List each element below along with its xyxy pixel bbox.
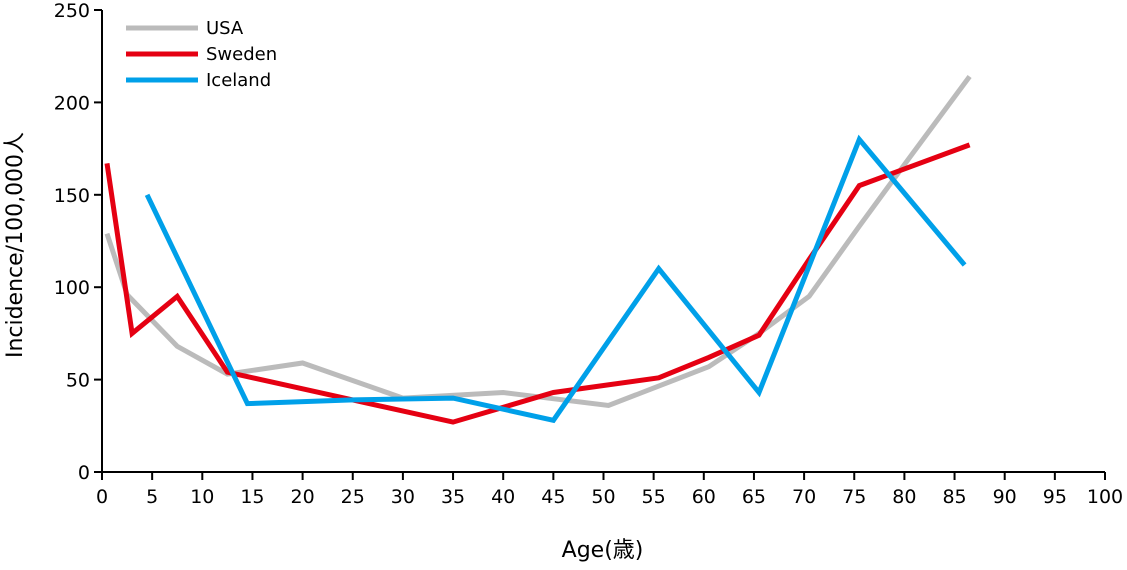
x-axis-ticks: 0 5 10 15 20 25 30 35 40 45 50 55 60 65 70 75 80 85 90 95 10… (96, 472, 1123, 508)
x-tick-label: 5 (146, 486, 158, 508)
legend-label-sweden: Sweden (206, 44, 277, 65)
x-tick-label: 60 (692, 486, 716, 508)
x-tick-label: 70 (792, 486, 816, 508)
x-tick-label: 55 (642, 486, 666, 508)
x-tick-label: 40 (491, 486, 515, 508)
x-tick-label: 25 (341, 486, 365, 508)
x-tick-label: 30 (391, 486, 415, 508)
legend-label-usa: USA (206, 18, 244, 39)
x-tick-label: 65 (742, 486, 766, 508)
plot-area: 0 5 10 15 20 25 30 35 40 45 50 55 60 65 70 75 80 85 90 95 10… (54, 0, 1123, 508)
y-tick-label: 0 (78, 462, 90, 484)
x-tick-label: 45 (541, 486, 565, 508)
x-tick-label: 80 (892, 486, 916, 508)
legend: USA Sweden Iceland (126, 18, 277, 91)
x-tick-label: 95 (1043, 486, 1067, 508)
x-tick-label: 0 (96, 486, 108, 508)
x-tick-label: 50 (591, 486, 615, 508)
y-tick-label: 150 (54, 185, 90, 207)
x-tick-label: 20 (291, 486, 315, 508)
y-axis-ticks: 0 50 100 150 200 250 (54, 0, 102, 484)
x-tick-label: 10 (190, 486, 214, 508)
y-tick-label: 100 (54, 277, 90, 299)
series-line-iceland (144, 134, 967, 424)
series-lines (104, 75, 972, 425)
x-tick-label: 35 (441, 486, 465, 508)
x-tick-label: 90 (993, 486, 1017, 508)
series-line-usa (104, 75, 972, 409)
y-tick-label: 250 (54, 0, 90, 22)
x-tick-label: 15 (240, 486, 264, 508)
y-axis-title: Incidence/100,000人 (3, 132, 28, 358)
y-tick-label: 50 (66, 370, 90, 392)
y-tick-label: 200 (54, 92, 90, 114)
legend-label-iceland: Iceland (206, 70, 271, 91)
x-tick-label: 100 (1087, 486, 1123, 508)
x-axis-title: Age(歳) (562, 538, 644, 563)
x-tick-label: 85 (942, 486, 966, 508)
x-tick-label: 75 (842, 486, 866, 508)
